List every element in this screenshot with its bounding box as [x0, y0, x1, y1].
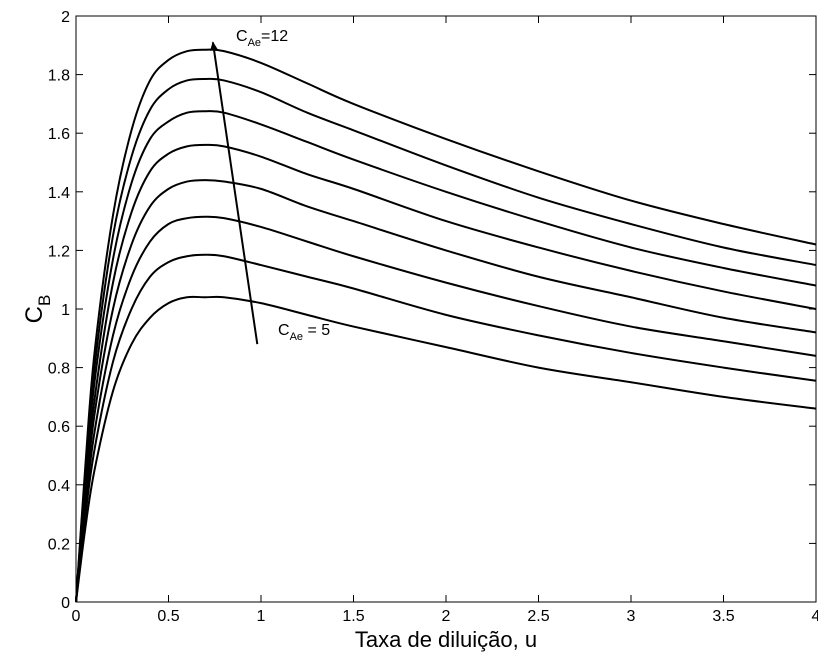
annotation-bottom-sub: Ae [290, 331, 303, 343]
series-layer [75, 48, 817, 603]
series-line-3 [75, 215, 817, 603]
x-tick-label: 3.5 [712, 608, 734, 625]
y-tick-label: 0.4 [48, 478, 70, 495]
annotation-bottom-label: CAe = 5 [278, 322, 330, 343]
x-tick-label: 3 [627, 608, 636, 625]
y-tick-label: 0 [61, 595, 70, 612]
y-tick-label: 0.6 [48, 419, 70, 436]
series-line-1 [75, 295, 817, 603]
y-tick-label: 1.4 [48, 185, 70, 202]
annotation-top-label: CAe=12 [236, 28, 288, 49]
y-tick-label: 0.2 [48, 536, 70, 553]
y-tick-label: 1.2 [48, 243, 70, 260]
x-tick-label: 4 [812, 608, 818, 625]
annotation-top-main: C [236, 28, 248, 45]
y-axis-label-main: C [21, 306, 48, 323]
series-line-6 [75, 110, 817, 603]
tick-layer: 0 0.5 1 1.5 2 2.5 3 3.5 4 0 0.2 0.4 0.6 0.8 1 1.2 1.4 1.6… [48, 9, 818, 625]
x-tick-label: 1 [257, 608, 266, 625]
x-tick-label: 0 [72, 608, 81, 625]
y-tick-label: 1.6 [48, 126, 70, 143]
series-line-4 [75, 179, 817, 603]
y-axis-label-sub: B [35, 295, 54, 306]
x-axis-label: Taxa de diluição, u [355, 627, 537, 652]
annotation-bottom-main: C [278, 322, 290, 339]
y-tick-label: 0.8 [48, 361, 70, 378]
annotation-arrow-layer [210, 41, 259, 345]
y-tick-label: 1 [61, 302, 70, 319]
annotation-arrow [210, 41, 259, 345]
annotation-top-rest: =12 [261, 28, 288, 45]
plot-background [76, 16, 816, 602]
y-tick-label: 1.8 [48, 68, 70, 85]
x-tick-label: 1.5 [342, 608, 364, 625]
x-tick-label: 0.5 [157, 608, 179, 625]
series-line-5 [75, 143, 817, 603]
annotation-bottom-rest: = 5 [303, 322, 330, 339]
y-tick-label: 2 [61, 9, 70, 26]
y-axis-label: CB [21, 295, 54, 324]
x-tick-label: 2 [442, 608, 451, 625]
x-tick-label: 2.5 [527, 608, 549, 625]
annotation-top-sub: Ae [248, 37, 261, 49]
series-line-2 [75, 253, 817, 603]
series-line-7 [75, 77, 817, 603]
